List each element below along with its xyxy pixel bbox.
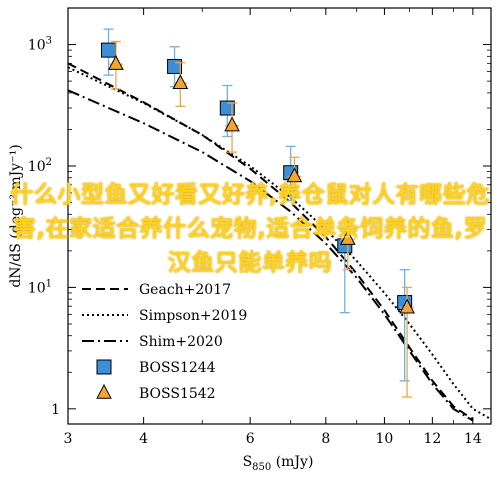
triangle-marker — [96, 383, 112, 399]
triangle-marker — [108, 54, 124, 70]
x-tick-label: 8 — [321, 431, 330, 447]
legend-label: Shim+2020 — [139, 334, 223, 350]
x-axis-ticks: 3 4 6 8 10 12 14 — [64, 8, 492, 447]
x-tick-label: 6 — [246, 431, 255, 447]
data-points — [101, 28, 415, 398]
x-tick-label: 12 — [423, 431, 441, 447]
plot-frame — [67, 7, 492, 425]
overlay-caption: 什么小型鱼又好看又好养,养仓鼠对人有哪些危害,在家适合养什么宠物,适合单条饲养的… — [10, 182, 490, 276]
legend-item-boss1542: BOSS1542 — [96, 383, 216, 402]
triangle-marker — [172, 74, 189, 90]
legend-item-geach-2017: Geach+2017 — [82, 282, 231, 298]
y-axis-label: dN/dS (deg⁻² mJy⁻¹) — [8, 144, 24, 287]
y-tick-label: 101 — [28, 278, 52, 296]
x-axis-label-unit: (mJy) — [271, 454, 313, 470]
x-axis-label: S850 (mJy) — [243, 454, 314, 473]
legend-label: BOSS1542 — [139, 386, 216, 402]
x-tick-label: 14 — [464, 431, 482, 447]
legend-label: BOSS1244 — [139, 360, 216, 376]
legend: Geach+2017 Simpson+2019 Shim+2020 BOSS1244 B… — [82, 282, 247, 402]
curve-geach-2017 — [68, 62, 474, 421]
square-marker — [167, 58, 183, 74]
x-tick-label: 10 — [376, 431, 394, 447]
legend-label: Geach+2017 — [139, 282, 231, 298]
square-marker — [101, 42, 117, 58]
boss1244-point — [397, 269, 413, 382]
y-tick-label: 103 — [28, 36, 52, 54]
x-tick-label: 4 — [139, 431, 148, 447]
square-marker — [219, 100, 235, 116]
y-tick-exponent: 3 — [46, 36, 52, 47]
boss1542-point — [286, 156, 303, 199]
boss1542-point — [172, 61, 189, 107]
boss1542-point — [340, 219, 356, 271]
boss1542-point — [108, 40, 124, 90]
triangle-marker — [286, 167, 303, 183]
curve-shim-2020 — [68, 89, 474, 422]
curve-simpson-2019 — [68, 66, 491, 421]
y-tick-base: 10 — [28, 38, 46, 54]
legend-item-simpson-2019: Simpson+2019 — [82, 308, 247, 324]
model-curves — [68, 62, 491, 422]
triangle-marker — [399, 298, 415, 314]
y-tick-label: 102 — [28, 157, 52, 175]
boss1542-point — [399, 286, 415, 398]
legend-label: Simpson+2019 — [139, 308, 247, 324]
x-axis-label-sub: 850 — [252, 462, 271, 473]
boss1542-point — [224, 102, 240, 153]
y-tick-label: 1 — [51, 402, 60, 418]
legend-item-boss1244: BOSS1244 — [96, 359, 216, 376]
x-axis-label-main: S — [243, 454, 253, 470]
square-marker — [96, 359, 112, 375]
y-tick-exponent: 2 — [46, 157, 52, 168]
triangle-marker — [224, 116, 240, 132]
y-tick-base: 10 — [28, 159, 46, 175]
x-tick-label: 3 — [64, 431, 73, 447]
boss1244-point — [101, 28, 117, 76]
triangle-marker — [340, 229, 356, 245]
legend-item-shim-2020: Shim+2020 — [82, 334, 223, 350]
y-tick-exponent: 1 — [46, 278, 52, 289]
y-tick-base: 10 — [28, 280, 46, 296]
